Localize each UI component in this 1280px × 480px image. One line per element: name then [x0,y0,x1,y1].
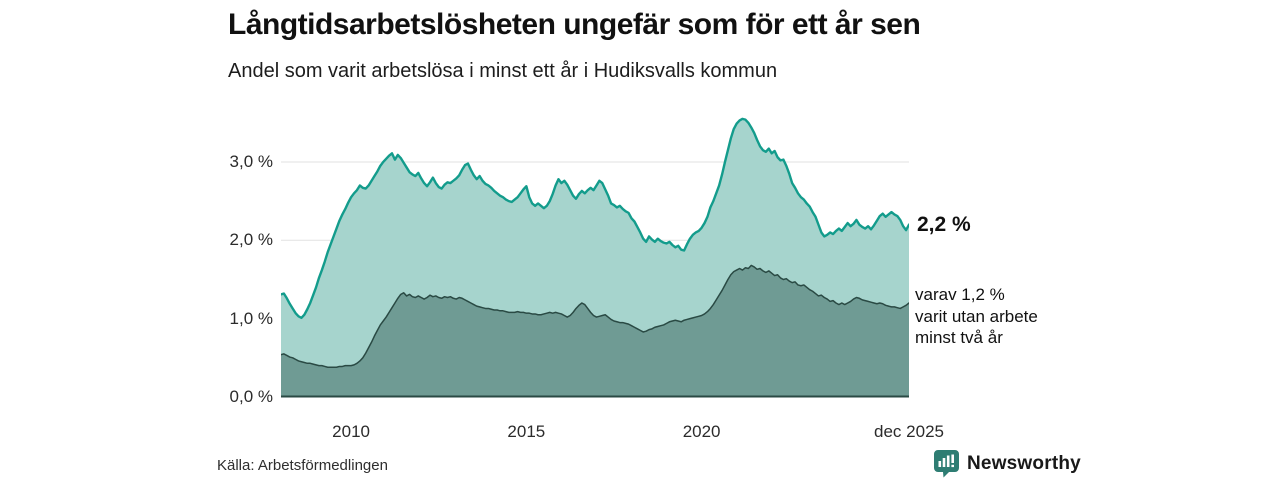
x-axis-tick: 2015 [507,422,546,441]
newsworthy-wordmark: Newsworthy [967,452,1081,474]
newsworthy-logo: Newsworthy [933,449,1081,478]
subset-annotation-line: varit utan arbete [915,306,1038,326]
subset-annotation: varav 1,2 % varit utan arbete minst två … [915,284,1038,349]
x-axis-tick: dec 2025 [874,422,944,441]
area-chart [279,100,911,398]
chart-subtitle: Andel som varit arbetslösa i minst ett å… [228,60,778,82]
x-axis-tick: 2010 [332,422,371,441]
y-axis-tick: 3,0 % [229,151,273,171]
latest-value-label: 2,2 % [917,213,971,236]
subset-annotation-line: minst två år [915,328,1003,347]
subset-annotation-line: varav 1,2 % [915,285,1005,304]
newsworthy-bubble-chart-icon [934,450,959,478]
page-title: Långtidsarbetslösheten ungefär som för e… [228,8,921,41]
y-axis-tick: 1,0 % [229,308,273,328]
y-axis-tick: 2,0 % [229,230,273,250]
y-axis-tick: 0,0 % [229,387,273,406]
source-note: Källa: Arbetsförmedlingen [217,457,388,474]
x-axis-tick: 2020 [682,422,721,441]
